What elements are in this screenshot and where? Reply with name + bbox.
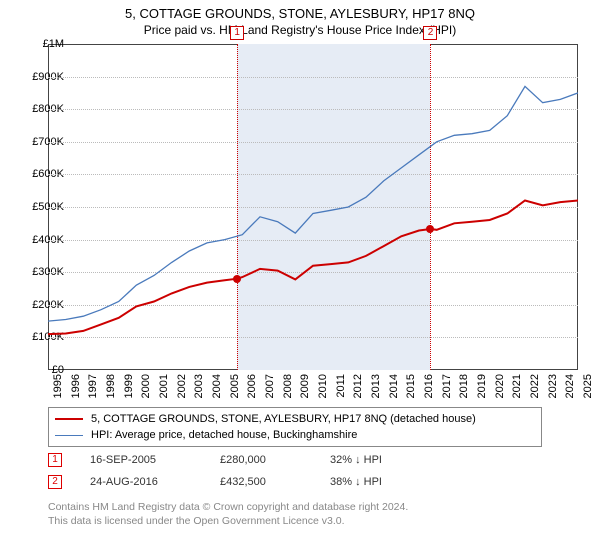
chart-subtitle: Price paid vs. HM Land Registry's House … [0, 23, 600, 37]
transaction-row: 1 16-SEP-2005 £280,000 32% ↓ HPI [48, 450, 440, 470]
legend-label-hpi: HPI: Average price, detached house, Buck… [91, 429, 357, 441]
transaction-dot [233, 275, 241, 283]
transaction-marker-2: 2 [48, 475, 62, 489]
transaction-price: £432,500 [220, 476, 330, 488]
series-property [48, 201, 578, 335]
footer-attribution: Contains HM Land Registry data © Crown c… [48, 500, 568, 528]
transaction-marker: 2 [423, 26, 437, 40]
series-hpi [48, 86, 578, 321]
transaction-marker: 1 [230, 26, 244, 40]
footer-line2: This data is licensed under the Open Gov… [48, 514, 568, 528]
chart-title: 5, COTTAGE GROUNDS, STONE, AYLESBURY, HP… [0, 6, 600, 21]
transaction-marker-1: 1 [48, 453, 62, 467]
legend-label-property: 5, COTTAGE GROUNDS, STONE, AYLESBURY, HP… [91, 413, 476, 425]
transaction-diff: 38% ↓ HPI [330, 476, 440, 488]
chart-lines [48, 44, 578, 370]
x-axis-label: 2025 [582, 350, 594, 374]
transaction-date: 16-SEP-2005 [90, 454, 220, 466]
legend-swatch-hpi [55, 435, 83, 436]
legend-item-hpi: HPI: Average price, detached house, Buck… [55, 427, 535, 443]
transaction-date: 24-AUG-2016 [90, 476, 220, 488]
legend: 5, COTTAGE GROUNDS, STONE, AYLESBURY, HP… [48, 407, 542, 447]
chart: 12 [48, 44, 578, 370]
transaction-row: 2 24-AUG-2016 £432,500 38% ↓ HPI [48, 472, 440, 492]
transaction-diff: 32% ↓ HPI [330, 454, 440, 466]
transaction-price: £280,000 [220, 454, 330, 466]
transaction-dot [426, 225, 434, 233]
transactions-table: 1 16-SEP-2005 £280,000 32% ↓ HPI 2 24-AU… [48, 450, 440, 494]
legend-swatch-property [55, 418, 83, 420]
legend-item-property: 5, COTTAGE GROUNDS, STONE, AYLESBURY, HP… [55, 411, 535, 427]
footer-line1: Contains HM Land Registry data © Crown c… [48, 500, 568, 514]
